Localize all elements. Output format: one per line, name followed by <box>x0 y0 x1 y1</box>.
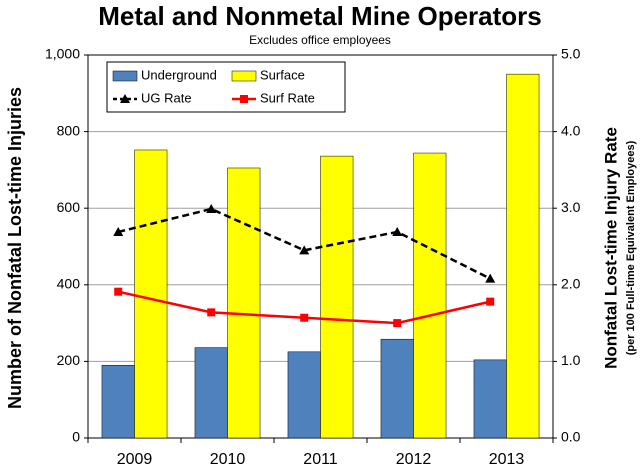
x-tick-label: 2011 <box>303 451 338 468</box>
line-point <box>113 226 124 236</box>
bar <box>287 351 321 439</box>
bar <box>134 149 168 439</box>
legend-swatch <box>112 70 138 82</box>
y2-tick-label: 4.0 <box>561 122 581 138</box>
bar <box>473 359 507 439</box>
chart-subtitle: Excludes office employees <box>249 33 391 47</box>
legend-label: Surface <box>260 67 305 82</box>
bar <box>413 152 447 439</box>
line-point <box>206 203 217 213</box>
line-point <box>299 245 310 255</box>
x-tick-label: 2012 <box>396 451 432 468</box>
x-tick-label: 2009 <box>117 451 153 468</box>
bar <box>194 347 228 439</box>
bar <box>506 73 540 439</box>
y-tick-label: 200 <box>57 352 81 368</box>
legend-label: Underground <box>141 67 217 82</box>
bar <box>101 364 135 439</box>
y2-axis-sublabel: (per 100 Full-time Equivalent Employees) <box>625 140 637 355</box>
legend-marker <box>240 95 248 103</box>
y2-tick-label: 3.0 <box>561 199 581 215</box>
legend-label: UG Rate <box>141 90 192 105</box>
y2-tick-label: 2.0 <box>561 276 581 292</box>
line-point <box>300 313 309 322</box>
legend-swatch <box>231 70 257 82</box>
y2-axis-label: Nonfatal Lost-time Injury Rate <box>601 127 620 369</box>
y-tick-label: 400 <box>57 276 81 292</box>
y2-tick-label: 5.0 <box>561 46 581 62</box>
y-tick-label: 1,000 <box>45 46 80 62</box>
y-axis-label: Number of Nonfatal Lost-time Injuries <box>5 87 25 409</box>
bar <box>320 155 354 439</box>
legend-marker <box>120 94 130 103</box>
x-tick-label: 2010 <box>210 451 246 468</box>
legend-label: Surf Rate <box>260 90 315 105</box>
bar <box>227 167 261 439</box>
line-point <box>485 273 496 283</box>
x-tick-label: 2013 <box>489 451 525 468</box>
line-point <box>207 308 216 317</box>
y-tick-label: 0 <box>72 429 80 445</box>
bar <box>380 338 414 439</box>
y-tick-label: 800 <box>57 122 81 138</box>
line-point <box>114 287 123 296</box>
legend-box <box>106 61 346 113</box>
y2-tick-label: 1.0 <box>561 352 581 368</box>
y-tick-label: 600 <box>57 199 81 215</box>
chart-title: Metal and Nonmetal Mine Operators <box>98 1 542 31</box>
y2-tick-label: 0.0 <box>561 429 581 445</box>
line-point <box>486 297 495 306</box>
line-point <box>393 319 402 328</box>
line-point <box>392 226 403 236</box>
